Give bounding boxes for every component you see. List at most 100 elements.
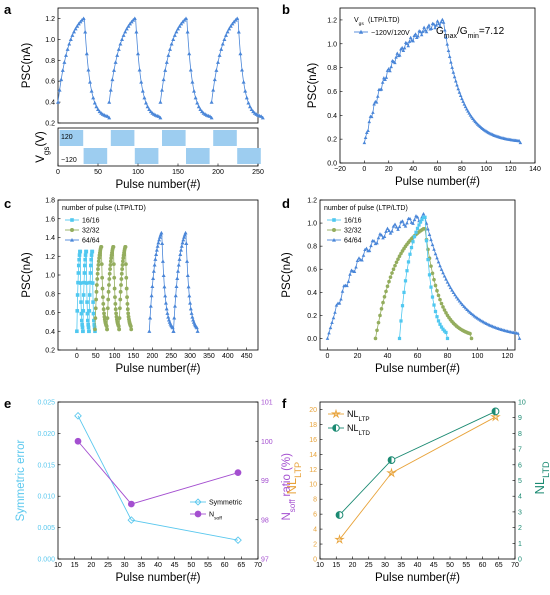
data-point [423, 227, 427, 231]
data-point [444, 330, 448, 335]
y-tick-label: 8 [313, 497, 317, 504]
data-point [118, 297, 123, 302]
data-point [429, 26, 434, 31]
x-tick-label: 100 [132, 169, 144, 176]
data-point [452, 75, 457, 79]
data-point [348, 272, 352, 276]
data-point [432, 247, 436, 251]
data-point-nl-ltp [386, 467, 397, 478]
data-point [453, 293, 457, 297]
data-point [195, 329, 200, 333]
x-tick-label: 80 [458, 166, 466, 173]
data-point [517, 139, 521, 143]
data-point [387, 228, 391, 232]
x-tick-label: 0 [56, 169, 60, 176]
data-point [445, 280, 450, 284]
data-point [406, 43, 411, 48]
data-point [79, 311, 84, 316]
y-tick-label: 0.2 [307, 313, 317, 320]
data-point [460, 96, 464, 101]
y-tick-label: 8 [518, 431, 522, 438]
y-tick-label: 4 [518, 494, 522, 501]
data-point [111, 244, 116, 249]
y-tick-label: 0.4 [327, 113, 337, 120]
data-point [85, 300, 89, 304]
legend-swatch-marker [194, 510, 202, 518]
data-point [93, 327, 97, 332]
data-point [391, 267, 396, 272]
data-point [390, 229, 394, 233]
y-tick-label: 99 [261, 478, 269, 485]
data-point [116, 47, 121, 51]
pulse-label-top: 120 [61, 134, 73, 141]
panel-letter-e: e [4, 396, 11, 411]
y-tick-label: 0.8 [307, 244, 317, 251]
data-point [439, 267, 444, 271]
x-tick-label: 65 [237, 562, 245, 569]
data-point [75, 309, 80, 313]
data-point [448, 285, 453, 290]
data-point [371, 110, 375, 114]
x-tick-label: 100 [472, 353, 484, 360]
x-tick-label: 450 [241, 353, 253, 360]
series-line-64/64 [173, 232, 199, 332]
data-point [142, 95, 147, 100]
data-point [420, 217, 424, 222]
data-point [87, 309, 92, 313]
data-point [76, 280, 80, 285]
data-point [160, 88, 164, 92]
data-point-nsoff [74, 437, 82, 445]
data-point [118, 41, 123, 46]
data-point [144, 100, 148, 105]
data-point [116, 324, 121, 329]
data-point-nl-ltd-half [492, 408, 496, 415]
data-point [111, 262, 116, 267]
data-point [113, 60, 118, 64]
y-tick-label: 0.4 [307, 290, 317, 297]
data-point [83, 257, 87, 262]
data-point [62, 60, 67, 64]
legend-swatch-marker [330, 408, 342, 419]
data-point [81, 329, 85, 334]
x-tick-label: 25 [365, 562, 373, 569]
data-point [188, 67, 193, 72]
data-point [209, 115, 214, 120]
x-tick-label: 25 [104, 562, 112, 569]
data-point [325, 336, 330, 340]
data-point [158, 232, 163, 237]
data-point [149, 293, 154, 298]
plot-frame-a [57, 7, 259, 124]
data-point [123, 244, 128, 249]
data-point [89, 253, 94, 257]
series-line-nl-ltd [339, 411, 496, 516]
data-point [384, 229, 388, 233]
data-point [180, 240, 185, 245]
y-axis-title-right-f: NLLTD [532, 461, 550, 495]
data-point [178, 252, 183, 256]
data-point [115, 53, 120, 57]
data-point [333, 310, 337, 314]
data-point [120, 37, 124, 41]
data-point [415, 215, 420, 219]
data-point [120, 267, 125, 271]
y-tick-label: 0.0 [307, 336, 317, 343]
data-point [124, 286, 129, 291]
data-point [72, 29, 76, 34]
data-point [425, 25, 430, 29]
data-point [381, 300, 385, 305]
y-tick-label: 1 [518, 541, 522, 548]
y-tick-label: 0 [313, 557, 317, 564]
legend-swatch-marker [358, 29, 364, 34]
data-point [88, 280, 92, 285]
data-point [179, 248, 184, 252]
data-point [113, 301, 118, 306]
data-point [454, 295, 459, 299]
data-point [129, 327, 134, 332]
data-point [466, 109, 470, 113]
data-point [166, 53, 171, 57]
data-point [439, 325, 444, 329]
data-point [374, 100, 379, 104]
data-point [414, 230, 418, 234]
data-point [430, 242, 435, 247]
data-point [212, 77, 217, 82]
